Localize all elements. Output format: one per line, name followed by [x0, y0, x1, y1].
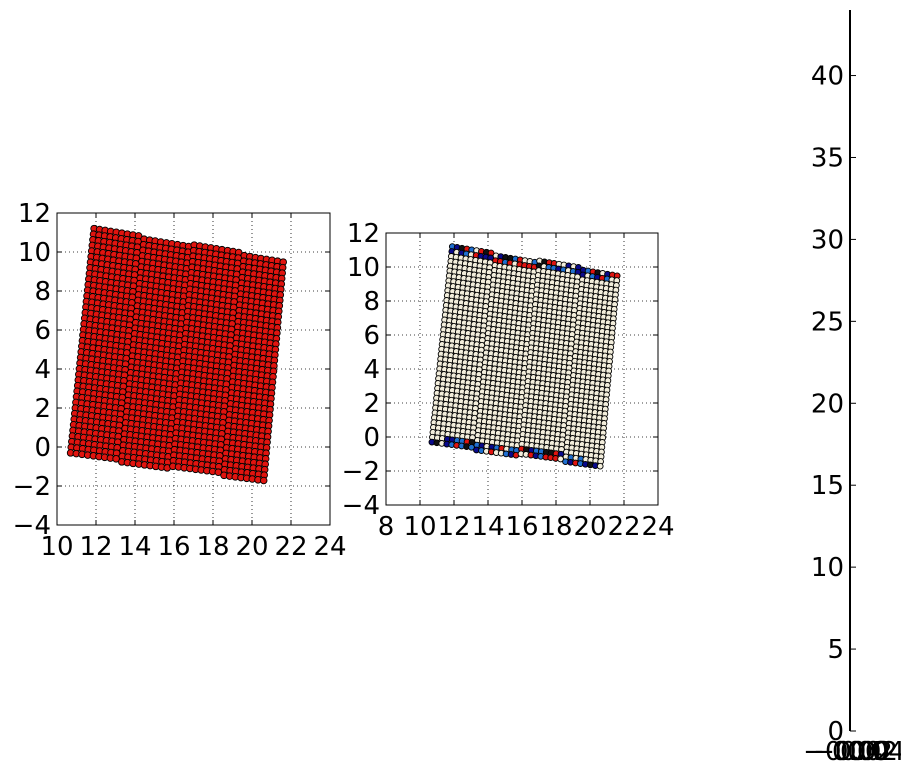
colorbar-tick-label: 30	[811, 225, 844, 255]
scatter-points	[66, 224, 287, 485]
colorbar-tick-label: 10	[811, 553, 844, 583]
y-axis: −4 −2 0 2 4 6 8 10 12	[13, 199, 330, 541]
colorbar-x-tick-label: 0.02	[840, 737, 898, 767]
colorbar-tick-label: 15	[811, 471, 844, 501]
y-tick-label: 8	[363, 287, 380, 317]
x-tick-label: 8	[378, 512, 395, 542]
x-tick-label: 24	[313, 532, 346, 562]
x-axis: 10 12 14 16 18 20 22 24	[40, 213, 347, 562]
x-tick-label: 22	[274, 532, 307, 562]
colorbar-x-tick-label: −0.04	[803, 737, 883, 767]
scatter-points	[428, 243, 621, 470]
y-axis: −4 −2 0 2 4 6 8 10 12	[342, 219, 658, 521]
y-tick-label: 0	[363, 423, 380, 453]
y-tick-label: −2	[13, 472, 51, 502]
y-tick-label: 8	[34, 277, 51, 307]
x-tick-label: 12	[79, 532, 112, 562]
x-tick-label: 18	[539, 512, 572, 542]
colorbar-tick-label: 35	[811, 143, 844, 173]
data-point	[112, 455, 120, 463]
y-tick-label: 10	[18, 238, 51, 268]
y-tick-label: 2	[34, 394, 51, 424]
y-tick-label: 4	[34, 355, 51, 385]
colorbar-axis-panel: 0 5 10 15 20 25 30 35 40 −0.04−0.020.000.020.04	[803, 10, 901, 767]
data-point	[596, 462, 604, 470]
y-tick-label: 10	[347, 253, 380, 283]
x-tick-label: 14	[471, 512, 504, 542]
x-tick-label: 12	[437, 512, 470, 542]
data-point	[214, 468, 223, 476]
colorbar-tick-label: 40	[811, 62, 844, 92]
colorbar-x-tick-label: −0.02	[813, 737, 893, 767]
x-tick-label: 16	[157, 532, 190, 562]
x-tick-label: 20	[235, 532, 268, 562]
y-tick-label: 4	[363, 355, 380, 385]
colorbar-tick-label: 5	[827, 635, 844, 665]
x-tick-label: 10	[40, 532, 73, 562]
colorbar-tick-label: 0	[827, 717, 844, 747]
x-tick-label: 24	[641, 512, 674, 542]
y-tick-label: 12	[18, 199, 51, 229]
x-tick-label: 16	[505, 512, 538, 542]
colorbar-tick-label: 25	[811, 307, 844, 337]
x-tick-label: 18	[196, 532, 229, 562]
colorbar-x-tick-label: 0.04	[847, 737, 901, 767]
x-tick-label: 22	[607, 512, 640, 542]
y-tick-label: 2	[363, 389, 380, 419]
colorbar-tick-label: 20	[811, 389, 844, 419]
y-tick-label: 0	[34, 433, 51, 463]
data-point	[557, 455, 564, 463]
y-tick-label: −4	[342, 491, 380, 521]
y-tick-label: −2	[342, 457, 380, 487]
colorbar-x-tick-label: 0.00	[832, 737, 890, 767]
y-tick-label: 6	[363, 321, 380, 351]
y-tick-label: 6	[34, 316, 51, 346]
x-tick-label: 14	[118, 532, 151, 562]
data-point	[468, 443, 475, 451]
data-point	[259, 476, 268, 485]
y-tick-label: 12	[347, 219, 380, 249]
x-tick-label: 20	[573, 512, 606, 542]
x-tick-label: 10	[403, 512, 436, 542]
x-axis: 8 10 12 14 16 18 20 22 24	[378, 233, 675, 542]
y-tick-label: −4	[13, 511, 51, 541]
